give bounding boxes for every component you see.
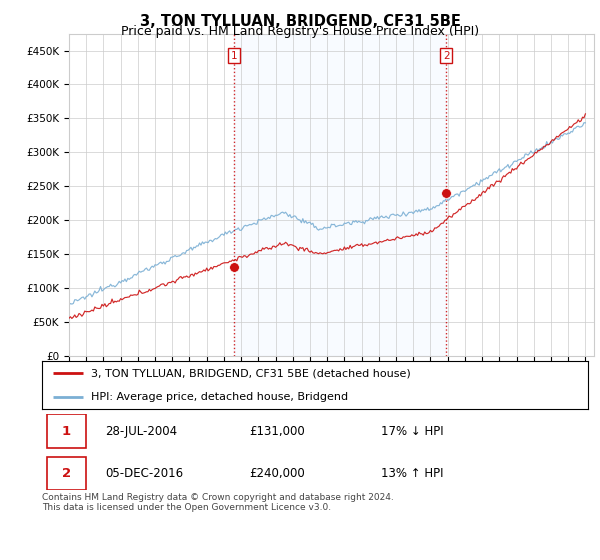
Text: 13% ↑ HPI: 13% ↑ HPI — [380, 467, 443, 480]
Text: 1: 1 — [62, 424, 71, 437]
Text: 1: 1 — [230, 50, 237, 60]
FancyBboxPatch shape — [47, 457, 86, 490]
Text: HPI: Average price, detached house, Bridgend: HPI: Average price, detached house, Brid… — [91, 392, 348, 402]
FancyBboxPatch shape — [47, 414, 86, 447]
Text: £240,000: £240,000 — [250, 467, 305, 480]
Text: 3, TON TYLLUAN, BRIDGEND, CF31 5BE (detached house): 3, TON TYLLUAN, BRIDGEND, CF31 5BE (deta… — [91, 368, 411, 378]
Text: 2: 2 — [443, 50, 449, 60]
Text: 17% ↓ HPI: 17% ↓ HPI — [380, 424, 443, 437]
Text: 05-DEC-2016: 05-DEC-2016 — [105, 467, 183, 480]
Text: 3, TON TYLLUAN, BRIDGEND, CF31 5BE: 3, TON TYLLUAN, BRIDGEND, CF31 5BE — [140, 14, 460, 29]
Text: Contains HM Land Registry data © Crown copyright and database right 2024.
This d: Contains HM Land Registry data © Crown c… — [42, 493, 394, 512]
Bar — [234, 34, 446, 356]
Text: £131,000: £131,000 — [250, 424, 305, 437]
Text: 28-JUL-2004: 28-JUL-2004 — [105, 424, 177, 437]
Text: Price paid vs. HM Land Registry's House Price Index (HPI): Price paid vs. HM Land Registry's House … — [121, 25, 479, 38]
Text: 2: 2 — [62, 467, 71, 480]
